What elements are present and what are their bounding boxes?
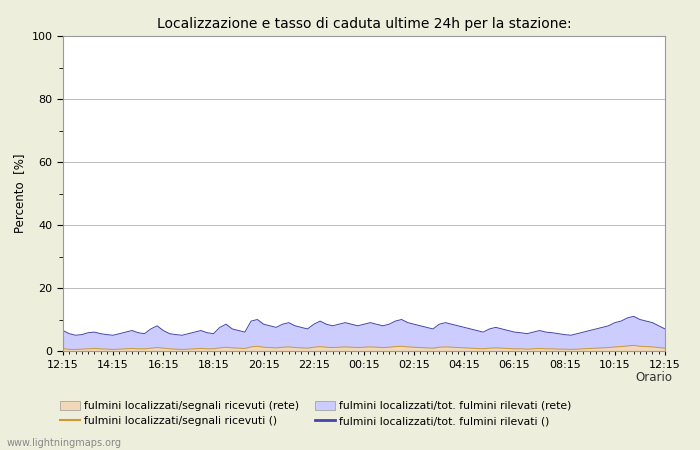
Legend: fulmini localizzati/segnali ricevuti (rete), fulmini localizzati/segnali ricevut: fulmini localizzati/segnali ricevuti (re… <box>60 400 571 427</box>
Y-axis label: Percento  [%]: Percento [%] <box>13 154 26 233</box>
Text: www.lightningmaps.org: www.lightningmaps.org <box>7 438 122 448</box>
Text: Orario: Orario <box>635 371 672 384</box>
Title: Localizzazione e tasso di caduta ultime 24h per la stazione:: Localizzazione e tasso di caduta ultime … <box>157 17 571 31</box>
